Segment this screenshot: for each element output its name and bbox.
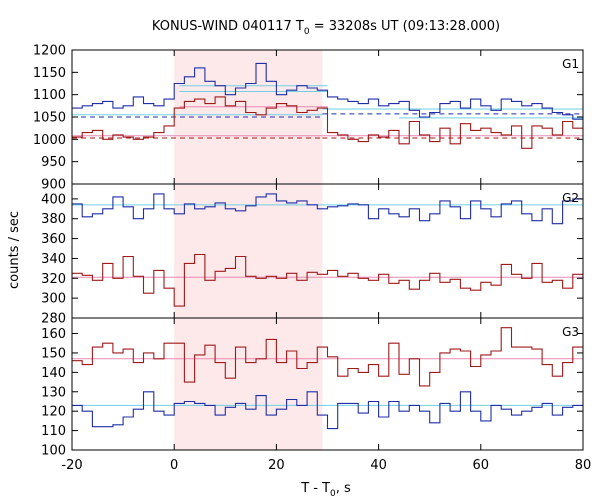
- y-tick-label: 900: [41, 178, 66, 193]
- panel-label: G2: [562, 191, 579, 205]
- y-tick-label: 360: [41, 232, 66, 247]
- y-tick-label: 100: [41, 444, 66, 459]
- y-tick-label: 150: [41, 346, 66, 361]
- plot-layer: 90095010001050110011501200G1280300320340…: [33, 44, 591, 474]
- y-tick-label: 320: [41, 272, 66, 287]
- x-tick-label: 80: [575, 458, 592, 473]
- panel-2-series-blue: [72, 193, 583, 225]
- y-tick-label: 120: [41, 405, 66, 420]
- panel-2-series-red: [72, 253, 583, 307]
- y-tick-label: 130: [41, 385, 66, 400]
- y-axis-label: counts / sec: [7, 211, 22, 289]
- y-tick-label: 300: [41, 292, 66, 307]
- y-tick-label: 380: [41, 212, 66, 227]
- y-tick-label: 1050: [33, 111, 66, 126]
- x-axis-label: T - T0, s: [300, 481, 351, 499]
- y-tick-label: 1000: [33, 133, 66, 148]
- y-tick-label: 1100: [33, 88, 66, 103]
- y-tick-label: 1200: [33, 44, 66, 59]
- y-tick-label: 160: [41, 327, 66, 342]
- panel-label: G3: [562, 325, 579, 339]
- panel-label: G1: [562, 57, 579, 71]
- y-tick-label: 400: [41, 192, 66, 207]
- panel-1-series-red: [72, 96, 583, 149]
- x-tick-label: 20: [268, 458, 285, 473]
- chart-title: KONUS-WIND 040117 T0 = 33208s UT (09:13:…: [152, 19, 500, 37]
- y-tick-label: 950: [41, 155, 66, 170]
- y-tick-label: 340: [41, 252, 66, 267]
- y-tick-label: 140: [41, 366, 66, 381]
- x-tick-label: 60: [473, 458, 490, 473]
- x-tick-label: 0: [170, 458, 178, 473]
- x-tick-label: -20: [61, 458, 82, 473]
- y-tick-label: 280: [41, 312, 66, 327]
- y-tick-label: 110: [41, 424, 66, 439]
- panel-3-frame: [71, 317, 584, 451]
- panel-1-series-blue: [72, 62, 583, 120]
- shaded-interval: [174, 50, 323, 450]
- panel-3-series-red: [72, 327, 583, 387]
- panel-3-series-blue: [72, 391, 583, 430]
- y-tick-label: 1150: [33, 66, 66, 81]
- x-tick-label: 40: [370, 458, 387, 473]
